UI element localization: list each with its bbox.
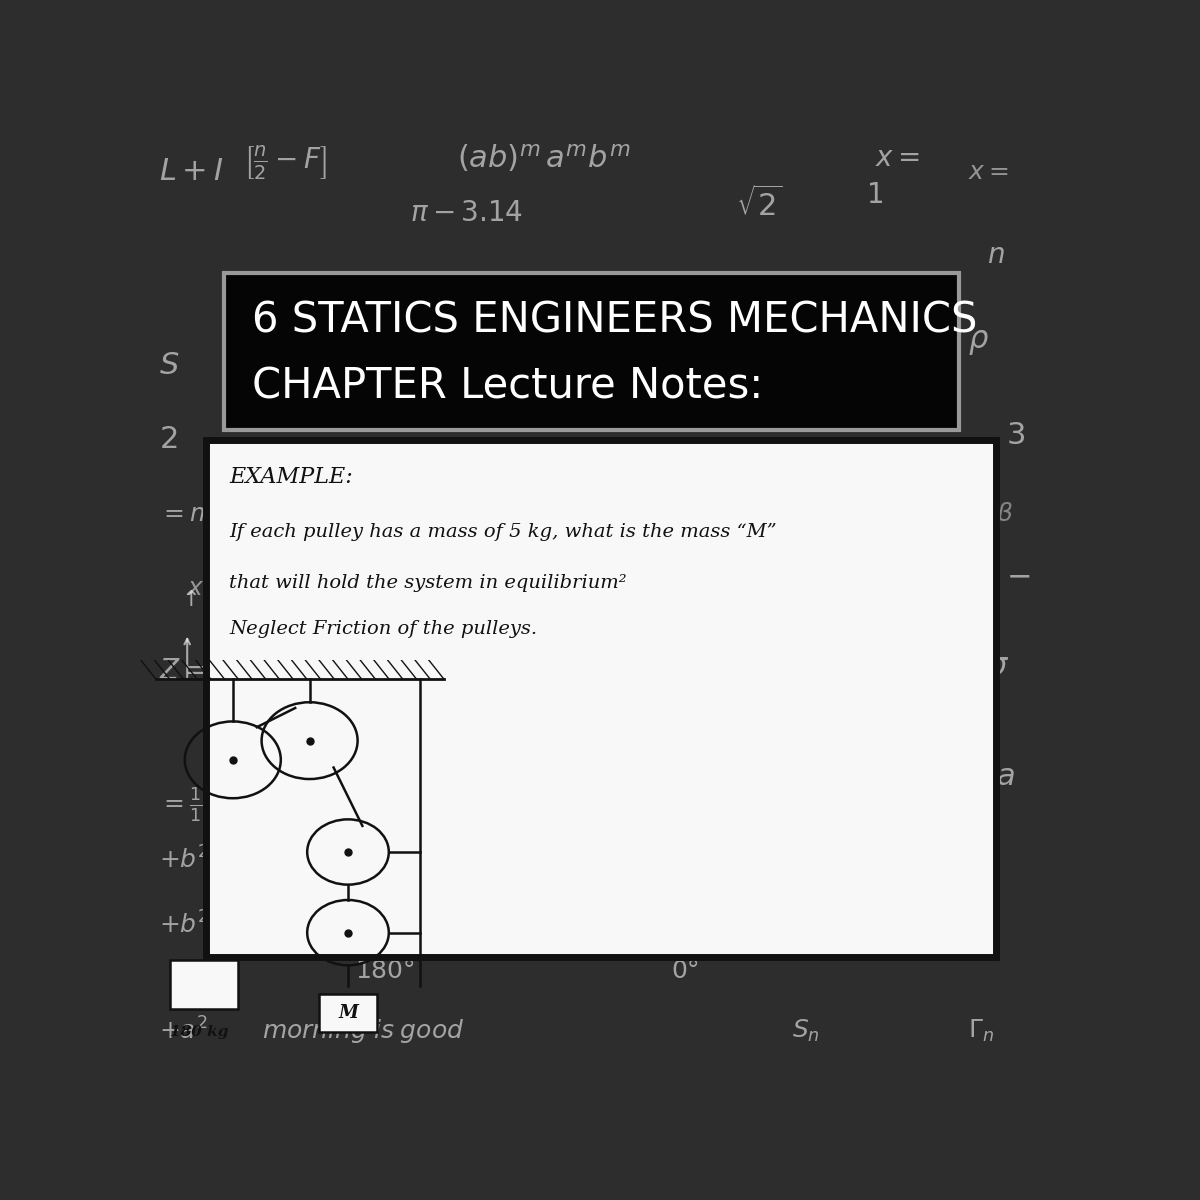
Text: M: M — [338, 1004, 358, 1022]
Text: $\uparrow$: $\uparrow$ — [176, 589, 198, 610]
Text: $\left[\frac{n}{2}-F\right]$: $\left[\frac{n}{2}-F\right]$ — [242, 143, 326, 181]
Bar — [206, 439, 996, 958]
Bar — [224, 274, 959, 431]
Text: $P_2-$: $P_2-$ — [968, 563, 1032, 594]
Bar — [319, 994, 377, 1032]
Text: $\rho$: $\rho$ — [968, 328, 990, 358]
Text: $\beta$: $\beta$ — [996, 499, 1014, 528]
Text: $L+I$: $L+I$ — [160, 157, 224, 186]
Text: $S$: $S$ — [160, 352, 180, 380]
Text: $aber$: $aber$ — [904, 499, 970, 528]
Text: $a$: $a$ — [996, 762, 1015, 792]
Text: EXAMPLE:: EXAMPLE: — [229, 466, 353, 487]
Text: $+a^2$: $+a^2$ — [160, 1018, 208, 1045]
Text: $(ab)^m\,a^mb^m$: $(ab)^m\,a^mb^m$ — [457, 142, 630, 174]
Text: $0°$: $0°$ — [671, 959, 698, 983]
Text: $S_n$: $S_n$ — [792, 1018, 820, 1044]
Text: $+b^2$: $+b^2$ — [160, 846, 209, 874]
Bar — [170, 960, 238, 1009]
Text: that will hold the system in equilibrium²: that will hold the system in equilibrium… — [229, 574, 626, 592]
Text: CHAPTER Lecture Notes:: CHAPTER Lecture Notes: — [252, 366, 763, 408]
Text: 6 STATICS ENGINEERS MECHANICS: 6 STATICS ENGINEERS MECHANICS — [252, 300, 978, 342]
Text: $x=$: $x=$ — [968, 160, 1009, 184]
Text: $x\;\alpha$: $x\;\alpha$ — [187, 576, 228, 600]
Text: $\sqrt{2}$: $\sqrt{2}$ — [736, 186, 782, 222]
Text: $+b^2$: $+b^2$ — [160, 911, 209, 938]
Text: $x=$: $x=$ — [876, 144, 920, 172]
Text: $=m$: $=m$ — [160, 502, 215, 526]
Text: 180 kg: 180 kg — [170, 1025, 229, 1039]
Text: If each pulley has a mass of 5 kg, what is the mass “M”: If each pulley has a mass of 5 kg, what … — [229, 523, 776, 541]
Text: Neglect Friction of the pulleys.: Neglect Friction of the pulleys. — [229, 620, 538, 638]
Text: $morning\;is\;good$: $morning\;is\;good$ — [262, 1018, 464, 1045]
Text: $3$: $3$ — [1006, 420, 1025, 450]
Text: $Z=$: $Z=$ — [160, 656, 206, 685]
Text: $2$: $2$ — [160, 425, 178, 454]
Text: $\angle TC=180$: $\angle TC=180$ — [736, 908, 870, 932]
Text: $1$: $1$ — [866, 181, 883, 209]
Text: $=\frac{1}{1}$: $=\frac{1}{1}$ — [160, 786, 203, 823]
Text: $\Gamma_n$: $\Gamma_n$ — [968, 1018, 995, 1044]
Text: $n$: $n$ — [986, 241, 1004, 269]
Text: $\sigma$: $\sigma$ — [986, 652, 1009, 680]
Text: $\pi-3.14$: $\pi-3.14$ — [410, 199, 523, 227]
Text: $180°$: $180°$ — [355, 959, 414, 983]
